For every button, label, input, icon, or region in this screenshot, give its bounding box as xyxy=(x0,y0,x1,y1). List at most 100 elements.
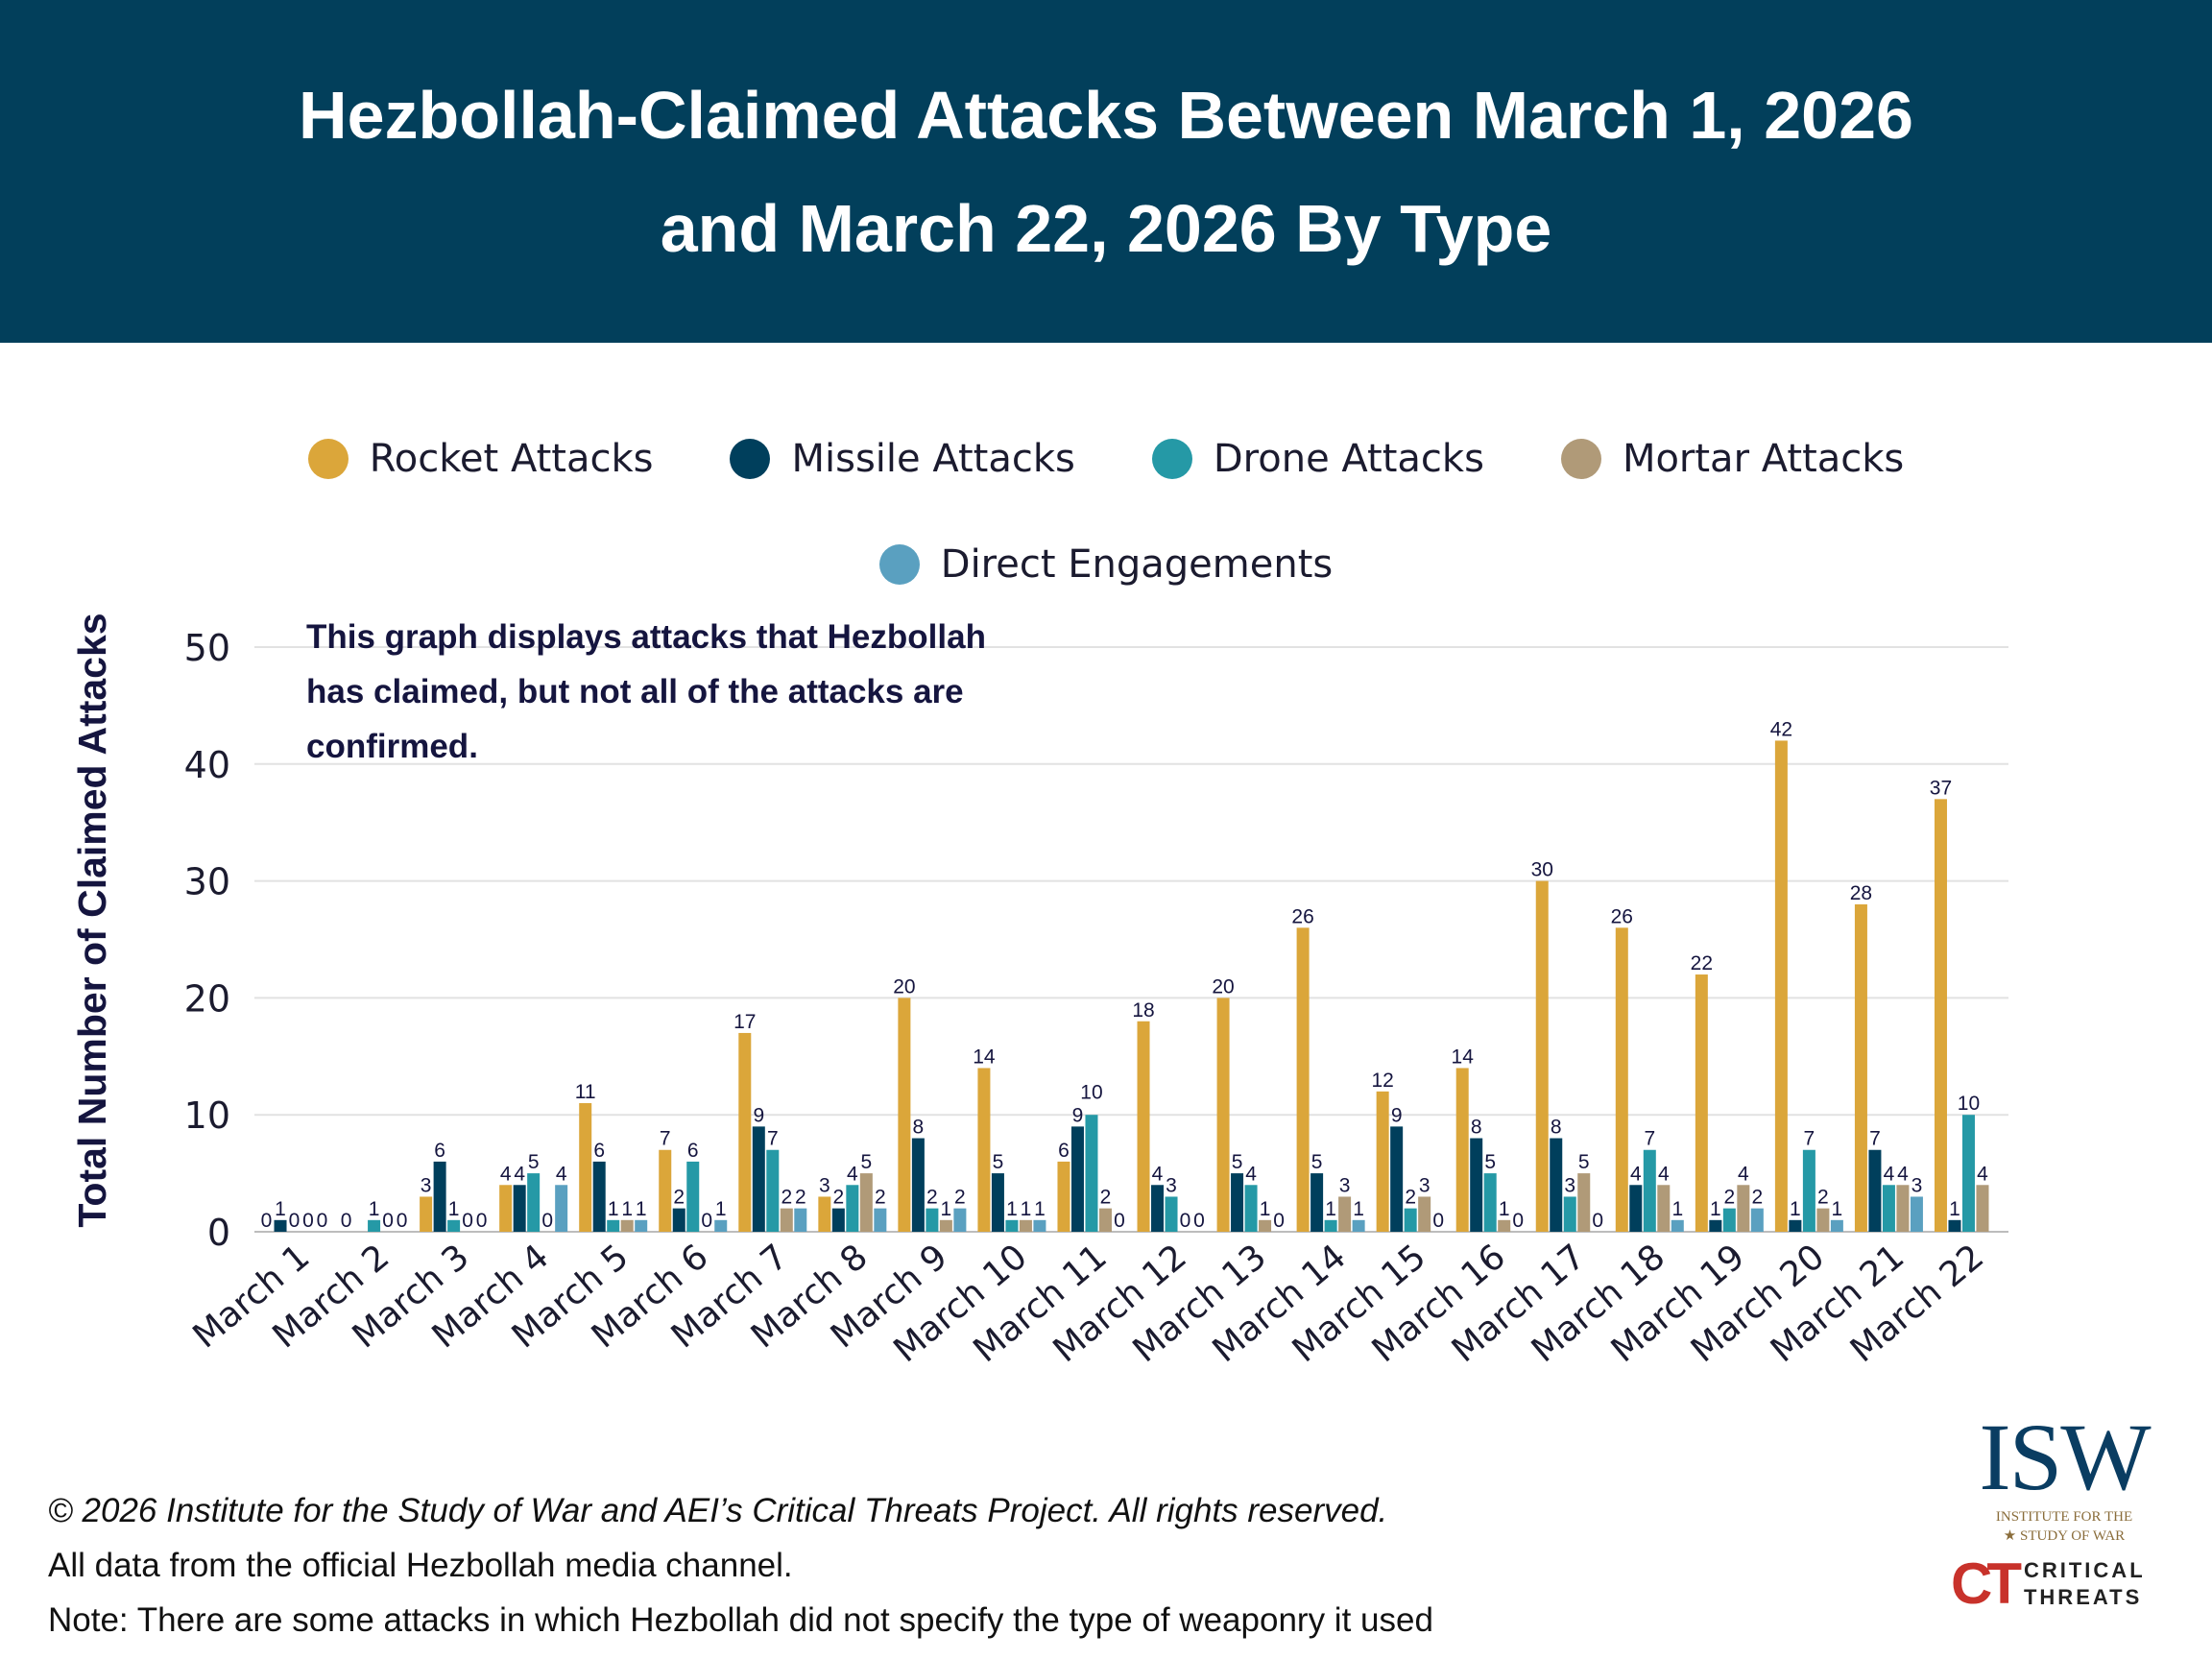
data-label: 5 xyxy=(993,1151,1004,1173)
bar-rocket-attacks xyxy=(1774,740,1788,1232)
legend-row-2: Direct Engagements xyxy=(0,542,2212,587)
legend-label: Direct Engagements xyxy=(940,542,1334,587)
data-label: 42 xyxy=(1770,718,1792,740)
bar-rocket-attacks xyxy=(1216,998,1230,1232)
legend-swatch-mortar xyxy=(1560,439,1601,479)
bar-rocket-attacks xyxy=(898,998,911,1232)
chart-title: Hezbollah-Claimed Attacks Between March … xyxy=(26,59,2186,285)
data-label: 8 xyxy=(913,1117,925,1139)
bar-drone-attacks xyxy=(1961,1115,1975,1232)
y-tick-label: 0 xyxy=(207,1212,230,1254)
data-label: 4 xyxy=(1658,1163,1670,1185)
data-label: 1 xyxy=(275,1198,286,1220)
legend-row-1: Rocket Attacks Missile Attacks Drone Att… xyxy=(0,437,2212,481)
data-label: 0 xyxy=(462,1210,473,1232)
bar-rocket-attacks xyxy=(1057,1161,1070,1232)
data-label: 14 xyxy=(973,1046,996,1068)
bar-drone-attacks xyxy=(1005,1219,1019,1232)
data-label: 1 xyxy=(1710,1198,1721,1220)
data-label: 1 xyxy=(608,1198,619,1220)
footer-note: Note: There are some attacks in which He… xyxy=(48,1601,1433,1639)
bar-drone-attacks xyxy=(447,1219,461,1232)
bar-rocket-attacks xyxy=(1137,1021,1150,1232)
title-line-1: Hezbollah-Claimed Attacks Between March … xyxy=(299,77,1913,153)
data-label: 4 xyxy=(500,1163,512,1185)
bar-direct-engagements xyxy=(1830,1219,1843,1232)
data-label: 10 xyxy=(1958,1093,1980,1115)
data-label: 3 xyxy=(1419,1174,1431,1196)
bar-missile-attacks xyxy=(1789,1219,1802,1232)
copyright-text: © 2026 Institute for the Study of War an… xyxy=(48,1492,1388,1529)
bar-drone-attacks xyxy=(846,1185,859,1232)
data-label: 7 xyxy=(660,1128,671,1150)
isw-logo-mark: ISW xyxy=(1979,1404,2151,1510)
y-tick-label: 30 xyxy=(184,861,230,903)
bar-drone-attacks xyxy=(607,1219,620,1232)
data-label: 9 xyxy=(1072,1104,1084,1126)
data-label: 2 xyxy=(1817,1187,1829,1209)
data-label: 20 xyxy=(893,975,915,998)
legend-label: Missile Attacks xyxy=(791,437,1075,481)
data-label: 1 xyxy=(941,1198,952,1220)
bar-drone-attacks xyxy=(1165,1196,1178,1232)
data-label: 2 xyxy=(875,1187,886,1209)
data-label: 0 xyxy=(302,1210,314,1232)
bar-mortar-attacks xyxy=(1019,1219,1032,1232)
bar-direct-engagements xyxy=(1671,1219,1684,1232)
bar-drone-attacks xyxy=(1643,1149,1656,1232)
data-label: 2 xyxy=(1100,1187,1112,1209)
legend-direct: Direct Engagements xyxy=(878,542,1334,587)
data-label: 26 xyxy=(1611,905,1633,927)
data-label: 2 xyxy=(1723,1187,1735,1209)
footer: © 2026 Institute for the Study of War an… xyxy=(48,1483,1433,1647)
y-tick-label: 40 xyxy=(184,744,230,786)
data-label: 4 xyxy=(1897,1163,1909,1185)
data-label: 1 xyxy=(1325,1198,1336,1220)
bar-rocket-attacks xyxy=(1934,799,1947,1232)
bar-rocket-attacks xyxy=(738,1032,752,1232)
bar-drone-attacks xyxy=(527,1173,541,1232)
data-label: 4 xyxy=(1152,1163,1164,1185)
bar-mortar-attacks xyxy=(780,1208,793,1232)
bar-direct-engagements xyxy=(794,1208,807,1232)
bar-missile-attacks xyxy=(752,1126,765,1232)
data-label: 11 xyxy=(575,1081,596,1103)
data-label: 10 xyxy=(1080,1081,1102,1103)
data-label: 0 xyxy=(289,1210,301,1232)
bar-rocket-attacks xyxy=(1854,903,1867,1232)
data-label: 1 xyxy=(1353,1198,1364,1220)
bar-drone-attacks xyxy=(1324,1219,1337,1232)
y-tick-label: 20 xyxy=(184,977,230,1020)
legend-rocket: Rocket Attacks xyxy=(307,437,654,481)
bar-drone-attacks xyxy=(1563,1196,1576,1232)
data-label: 5 xyxy=(1232,1151,1243,1173)
data-label: 4 xyxy=(1738,1163,1749,1185)
legend-label: Rocket Attacks xyxy=(369,437,654,481)
data-label: 6 xyxy=(593,1140,605,1162)
data-label: 3 xyxy=(1339,1174,1351,1196)
bar-drone-attacks xyxy=(686,1161,700,1232)
data-label: 9 xyxy=(1391,1104,1403,1126)
data-label: 0 xyxy=(1114,1210,1125,1232)
data-label: 0 xyxy=(341,1210,352,1232)
bar-drone-attacks xyxy=(368,1219,381,1232)
bar-drone-attacks xyxy=(1404,1208,1417,1232)
data-label: 4 xyxy=(847,1163,858,1185)
data-label: 3 xyxy=(1166,1174,1177,1196)
data-label: 37 xyxy=(1930,777,1952,799)
bar-mortar-attacks xyxy=(1577,1173,1591,1232)
data-label: 3 xyxy=(1564,1174,1575,1196)
data-label: 5 xyxy=(860,1151,872,1173)
data-label: 1 xyxy=(1832,1198,1843,1220)
legend-mortar: Mortar Attacks xyxy=(1560,437,1904,481)
bar-rocket-attacks xyxy=(579,1103,592,1232)
data-label: 3 xyxy=(819,1174,830,1196)
data-label: 1 xyxy=(369,1198,380,1220)
ct-text-2: THREATS xyxy=(2023,1585,2143,1609)
bar-rocket-attacks xyxy=(499,1185,513,1232)
bar-missile-attacks xyxy=(1070,1126,1084,1232)
legend-missile: Missile Attacks xyxy=(730,437,1075,481)
bar-missile-attacks xyxy=(274,1219,287,1232)
data-label: 6 xyxy=(687,1140,699,1162)
